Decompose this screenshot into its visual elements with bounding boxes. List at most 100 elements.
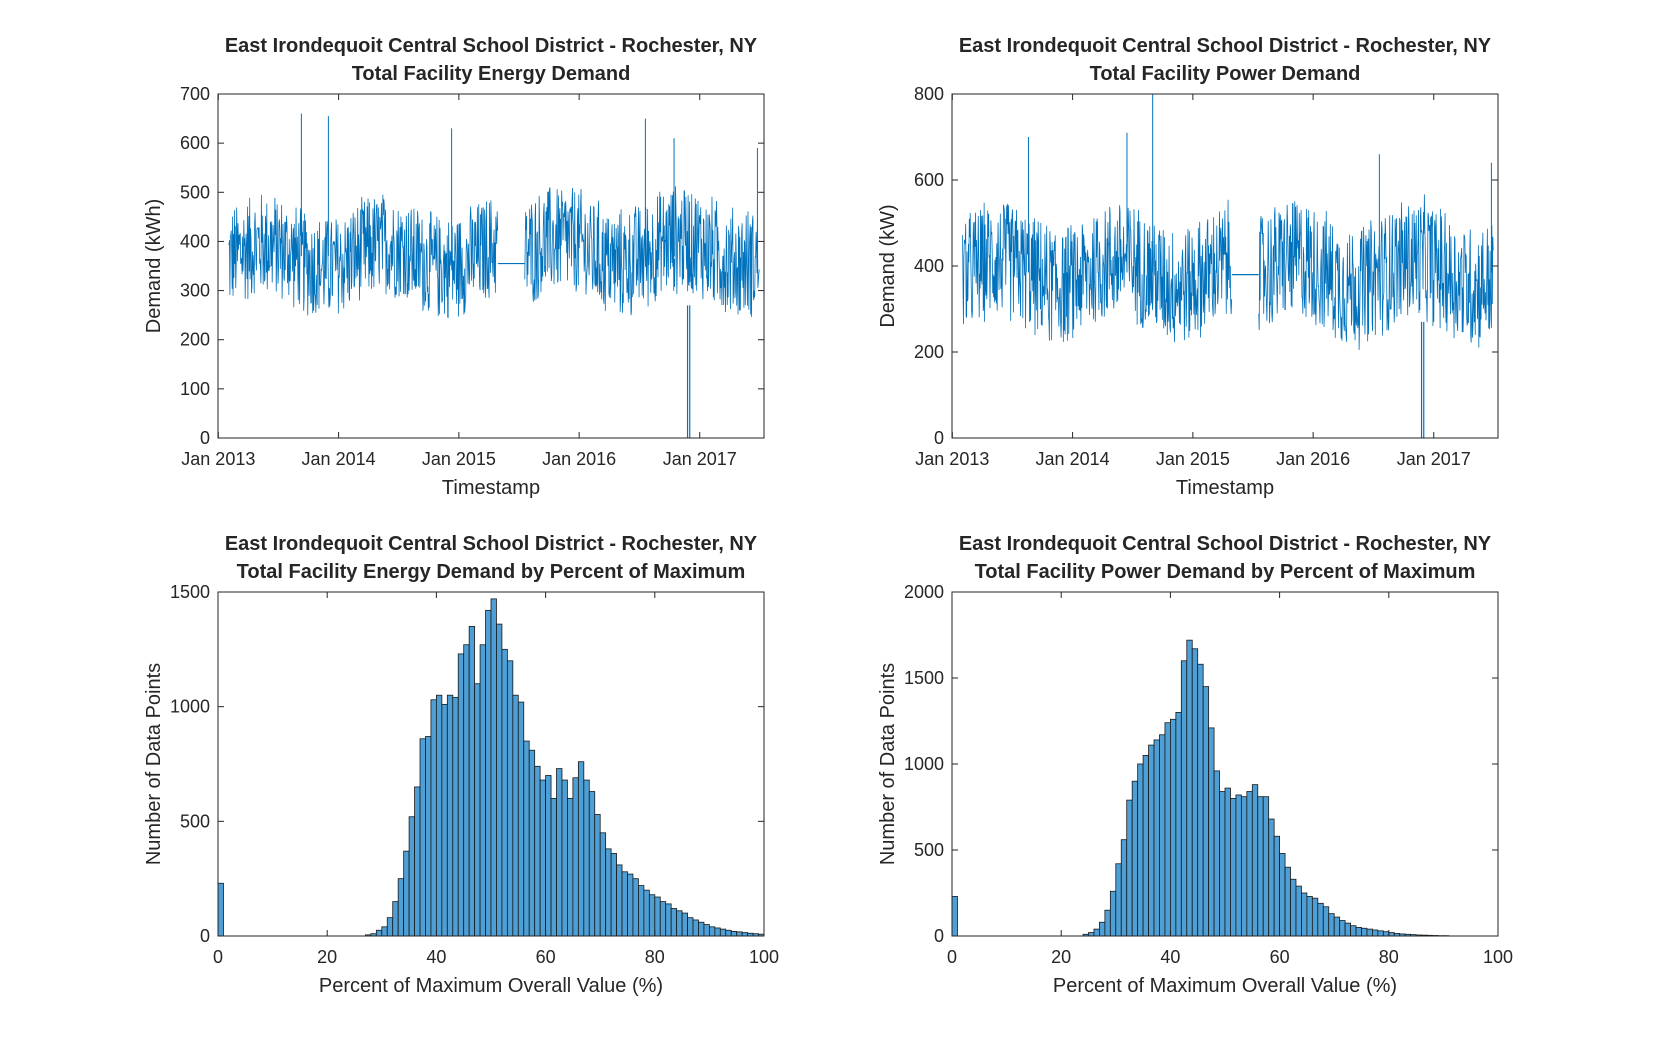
histogram-bar: [1311, 897, 1319, 937]
y-tick-label: 1000: [904, 754, 944, 774]
histogram-bar: [736, 931, 743, 937]
x-tick-label: 20: [317, 947, 337, 967]
histogram-bar: [719, 928, 727, 937]
histogram-bar: [1322, 906, 1330, 937]
histogram-bar: [1350, 925, 1357, 937]
x-axis-label: Percent of Maximum Overall Value (%): [1053, 975, 1397, 997]
chart-subtitle: Total Facility Energy Demand: [352, 63, 631, 85]
histogram-bar: [588, 791, 596, 937]
histogram-bar: [610, 853, 617, 937]
histogram-bar: [1366, 928, 1373, 937]
y-tick-label: 500: [180, 811, 210, 831]
histogram-bar: [567, 798, 574, 937]
histogram-bar: [490, 598, 497, 937]
histogram-bar: [670, 908, 678, 937]
histogram-bar: [425, 736, 432, 937]
x-tick-label: Jan 2016: [1276, 449, 1350, 469]
histogram-bar: [1355, 927, 1362, 937]
histogram-bar: [709, 926, 716, 937]
histogram-bar: [463, 644, 470, 937]
histogram-bar: [638, 885, 645, 937]
histogram-bar: [692, 919, 699, 937]
chart-title: East Irondequoit Central School District…: [225, 35, 758, 57]
histogram-bar: [1197, 663, 1204, 937]
histogram-bar: [1262, 796, 1270, 937]
power-timeseries-panel: East Irondequoit Central School District…: [877, 35, 1499, 499]
y-tick-label: 700: [180, 84, 210, 104]
chart-subtitle: Total Facility Energy Demand by Percent …: [237, 561, 746, 583]
histogram-bar: [501, 648, 508, 937]
histogram-bar: [414, 786, 421, 937]
histogram-bar: [605, 848, 612, 937]
histogram-bar: [1093, 928, 1100, 937]
x-tick-label: Jan 2014: [1036, 449, 1110, 469]
y-tick-label: 1000: [170, 697, 210, 717]
histogram-bar: [1224, 787, 1231, 937]
histogram-bar: [1153, 739, 1160, 937]
series-dense-segment: [962, 199, 1233, 343]
histogram-bar: [468, 626, 476, 937]
histogram-bar: [506, 660, 514, 937]
histogram-bar: [539, 779, 547, 937]
histogram-bar: [408, 816, 415, 937]
y-tick-label: 1500: [170, 582, 210, 602]
x-axis-label: Timestamp: [1176, 477, 1274, 499]
histogram-bar: [556, 768, 563, 937]
histogram-bar: [1306, 896, 1313, 937]
x-tick-label: 20: [1051, 947, 1071, 967]
histogram-bar: [1186, 639, 1193, 937]
y-axis-label: Demand (kW): [877, 204, 899, 327]
histogram-bar: [1279, 853, 1286, 937]
y-axis-label: Demand (kWh): [143, 199, 165, 333]
histogram-bar: [1251, 784, 1259, 937]
histogram-bar: [435, 694, 443, 937]
y-tick-label: 600: [914, 170, 944, 190]
histogram-bar: [1219, 791, 1226, 937]
energy-histogram-panel: East Irondequoit Central School District…: [143, 533, 779, 997]
x-axis-label: Percent of Maximum Overall Value (%): [319, 975, 663, 997]
histogram-bar: [386, 917, 394, 937]
demand-series-line: [228, 113, 760, 438]
histogram-bar: [1317, 902, 1324, 937]
histogram-bar: [446, 694, 454, 937]
histogram-bar: [1257, 796, 1264, 937]
y-tick-label: 2000: [904, 582, 944, 602]
chart-title: East Irondequoit Central School District…: [959, 35, 1492, 57]
y-tick-label: 500: [914, 840, 944, 860]
histogram-bar: [452, 697, 459, 937]
histogram-bar: [1344, 922, 1351, 937]
y-tick-label: 100: [180, 379, 210, 399]
x-tick-label: 40: [1160, 947, 1180, 967]
histogram-bar: [665, 903, 672, 937]
histogram-bar: [430, 699, 437, 937]
histogram-bar: [1191, 648, 1199, 937]
histogram-bar: [1240, 796, 1248, 937]
histogram-bar: [1175, 712, 1182, 937]
histogram-bar: [545, 775, 552, 937]
y-tick-label: 600: [180, 133, 210, 153]
histogram-bar: [1290, 878, 1297, 937]
histogram-bar: [457, 653, 465, 937]
histogram-bar: [698, 921, 705, 937]
histogram-bar: [1377, 930, 1384, 937]
histogram-bar: [517, 701, 525, 937]
histogram-bar: [375, 929, 383, 937]
y-tick-label: 300: [180, 281, 210, 301]
histogram-bar: [523, 740, 530, 937]
y-tick-label: 0: [934, 428, 944, 448]
y-tick-label: 200: [180, 330, 210, 350]
histogram-bar: [577, 761, 585, 937]
histogram-bar: [594, 814, 601, 937]
x-tick-label: 0: [213, 947, 223, 967]
x-tick-label: Jan 2016: [542, 449, 616, 469]
histogram-bar: [1284, 866, 1291, 937]
series-dense-segment: [228, 194, 499, 319]
histogram-bar: [654, 896, 661, 937]
energy-timeseries-panel: East Irondequoit Central School District…: [143, 35, 765, 499]
chart-subtitle: Total Facility Power Demand by Percent o…: [975, 561, 1476, 583]
histogram-bar: [1246, 791, 1253, 937]
y-tick-label: 400: [180, 231, 210, 251]
histogram-bar: [1115, 863, 1122, 937]
histogram-bar: [1372, 929, 1379, 937]
